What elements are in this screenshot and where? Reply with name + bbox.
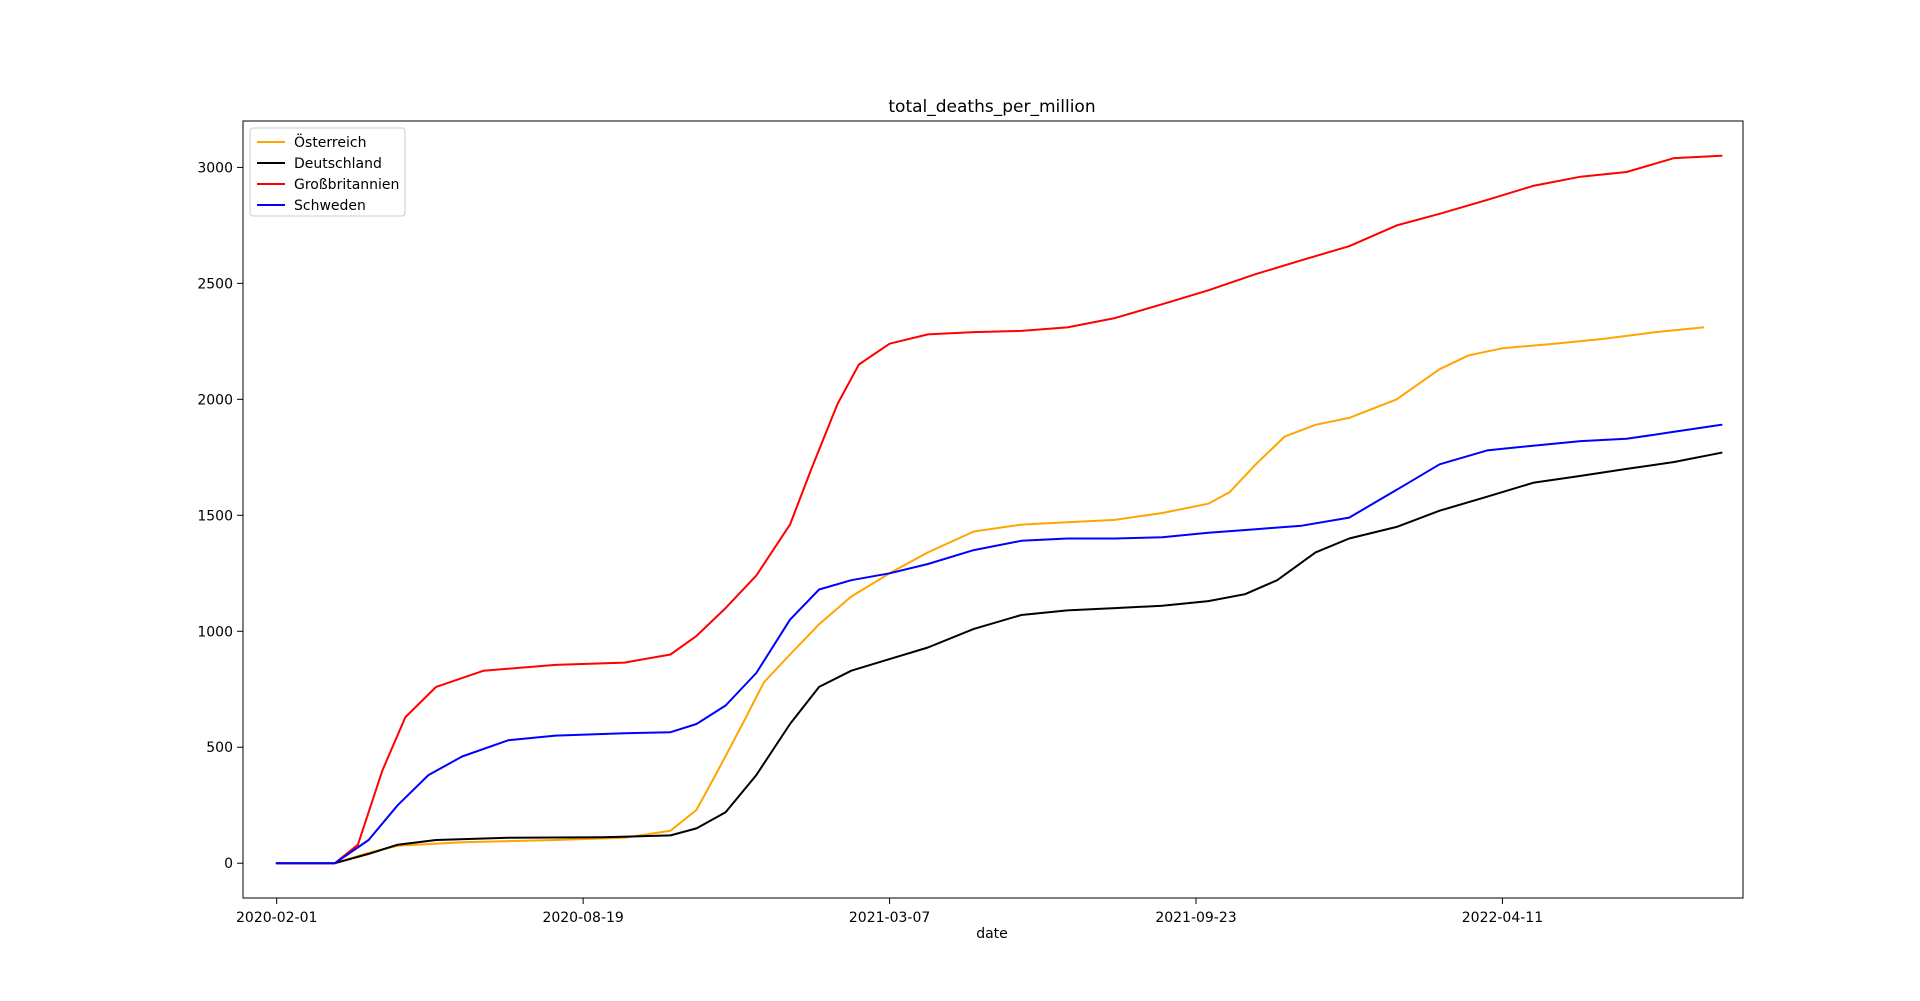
y-tick-label: 500 [206, 740, 233, 756]
y-tick-label: 2500 [197, 276, 233, 292]
y-tick-label: 0 [224, 856, 233, 872]
series-line-osterreich [275, 326, 1705, 865]
legend-label-osterreich: Österreich [294, 133, 366, 151]
series-layer [275, 154, 1723, 865]
axis-layer: 2020-02-01 2020-08-19 2021-03-07 2021-09-23… [197, 160, 1543, 926]
series-line-grossbritannien [275, 154, 1723, 865]
legend: Österreich Deutschland Großbritannien Schwe… [249, 127, 406, 217]
x-axis-label: date [976, 926, 1008, 942]
plot-frame [242, 120, 1744, 899]
legend-label-deutschland: Deutschland [294, 156, 382, 172]
legend-label-grossbritannien: Großbritannien [294, 177, 399, 193]
legend-label-schweden: Schweden [294, 198, 366, 214]
y-tick-label: 3000 [197, 160, 233, 176]
x-tick-label: 2020-08-19 [542, 910, 623, 926]
legend-box [249, 127, 406, 217]
x-tick-label: 2020-02-01 [236, 910, 317, 926]
series-line-deutschland [275, 451, 1723, 865]
y-tick-label: 1000 [197, 624, 233, 640]
x-tick-label: 2022-04-11 [1462, 910, 1543, 926]
x-tick-label: 2021-09-23 [1155, 910, 1236, 926]
x-tick-label: 2021-03-07 [849, 910, 930, 926]
y-tick-label: 1500 [197, 508, 233, 524]
chart-title: total_deaths_per_million [888, 97, 1095, 117]
series-line-schweden [275, 423, 1723, 865]
y-tick-label: 2000 [197, 392, 233, 408]
